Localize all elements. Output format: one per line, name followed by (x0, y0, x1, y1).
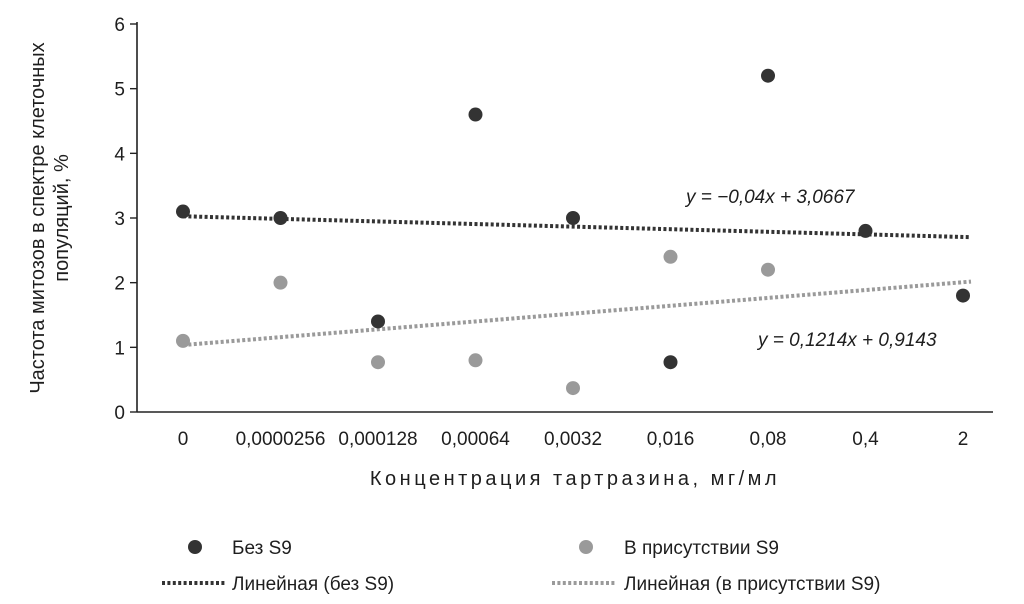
x-tick-label: 0,08 (750, 429, 787, 450)
point-with-s9 (176, 333, 190, 348)
x-tick-label: 0,0032 (544, 429, 602, 450)
point-with-s9 (468, 353, 483, 368)
x-ticks: 0 0,0000256 0,000128 0,00064 0,0032 0,016 0,08… (178, 429, 969, 450)
trend-equation-with-s9: y = 0,1214x + 0,9143 (756, 330, 937, 351)
y-axis-title-line-1: Частота митозов в спектре клеточных (27, 42, 49, 393)
y-tick-label: 0 (114, 403, 125, 424)
legend-label-linear-with-s9: Линейная (в присутствии S9) (624, 574, 880, 595)
y-tick-label: 6 (114, 15, 125, 36)
x-tick-label: 0,016 (647, 429, 695, 450)
x-tick-label: 0,00064 (441, 429, 510, 450)
legend-label-with-s9: В присутствии S9 (624, 538, 779, 559)
legend-marker-without-s9 (188, 540, 202, 554)
point-without-s9 (273, 211, 288, 225)
point-without-s9 (956, 288, 970, 303)
y-tick-label: 4 (114, 144, 125, 165)
point-without-s9 (761, 68, 775, 83)
point-without-s9 (663, 355, 678, 370)
point-without-s9 (176, 204, 190, 219)
x-tick-label: 0,4 (852, 429, 879, 450)
point-with-s9 (566, 381, 580, 396)
x-tick-label: 0 (178, 429, 189, 450)
point-with-s9 (371, 355, 385, 370)
legend-marker-with-s9 (579, 540, 593, 554)
point-with-s9 (273, 275, 288, 290)
legend-label-without-s9: Без S9 (232, 538, 292, 559)
point-with-s9 (663, 249, 678, 264)
point-without-s9 (566, 211, 580, 225)
trendline-without-s9 (182, 214, 972, 240)
trendline-with-s9 (182, 279, 972, 348)
y-axis-title: Частота митозов в спектре клеточных попу… (27, 42, 73, 393)
point-with-s9 (761, 262, 775, 277)
legend-label-linear-without-s9: Линейная (без S9) (232, 574, 394, 595)
point-without-s9 (858, 223, 873, 238)
trend-equation-without-s9: y = −0,04x + 3,0667 (684, 187, 856, 208)
point-without-s9 (371, 314, 385, 329)
data-points (176, 68, 970, 396)
x-tick-label: 0,000128 (338, 429, 417, 450)
x-axis-title: Концентрация тартразина, мг/мл (370, 468, 780, 490)
x-tick-label: 0,0000256 (236, 429, 326, 450)
y-tick-label: 2 (114, 274, 125, 295)
y-tick-label: 1 (114, 338, 125, 359)
y-axis-title-line-2: популяций, % (51, 154, 73, 282)
y-tick-label: 3 (114, 209, 125, 230)
y-ticks: 0 1 2 3 4 5 6 (114, 15, 137, 424)
y-tick-label: 5 (114, 80, 125, 101)
legend: Без S9 В присутствии S9 Линейная (без S9… (162, 538, 880, 595)
point-without-s9 (468, 107, 483, 122)
trendlines (182, 214, 972, 348)
x-tick-label: 2 (958, 429, 969, 450)
